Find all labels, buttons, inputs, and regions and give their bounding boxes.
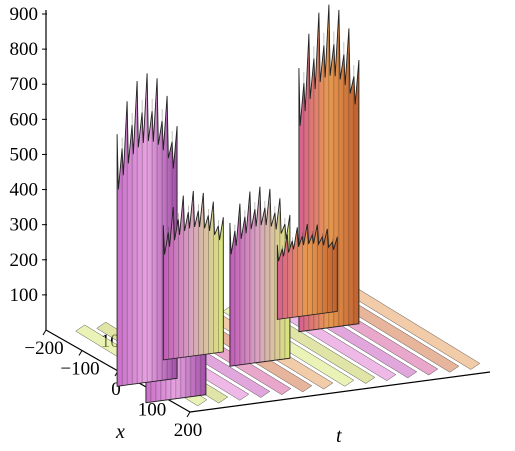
ridge-right-small-ridge bbox=[276, 224, 338, 320]
x-axis-title: x bbox=[115, 421, 125, 443]
x-tick-label: 0 bbox=[111, 379, 121, 400]
surface-layer bbox=[75, 4, 481, 407]
x-tick-label: −100 bbox=[60, 359, 99, 380]
t-axis-line bbox=[189, 371, 491, 413]
x-tick-mark bbox=[42, 329, 47, 336]
z-tick-label: 900 bbox=[10, 4, 39, 25]
z-tick-label: 800 bbox=[10, 39, 39, 60]
z-tick-label: 300 bbox=[10, 215, 39, 236]
x-axis-ticks: 200 100 0 −100−200 bbox=[24, 329, 203, 441]
z-tick-label: 700 bbox=[10, 74, 39, 95]
z-tick-label: 400 bbox=[10, 180, 39, 201]
x-tick-label: 200 bbox=[174, 420, 203, 441]
z-axis-ticks: 100 200 300 400 500 600 700 800 900 bbox=[10, 4, 47, 306]
x-tick-label: 100 bbox=[138, 400, 167, 421]
x-tick-label: −200 bbox=[24, 338, 63, 359]
z-tick-label: 500 bbox=[10, 144, 39, 165]
ridge-center-ridge-front bbox=[162, 190, 224, 361]
x-tick-mark bbox=[78, 350, 83, 356]
z-tick-label: 100 bbox=[10, 285, 39, 306]
ridge-center-ridge-back bbox=[229, 186, 291, 367]
z-tick-label: 600 bbox=[10, 109, 39, 130]
t-axis-title: t bbox=[336, 425, 342, 447]
x-tick-mark bbox=[186, 411, 191, 418]
z-tick-label: 200 bbox=[10, 250, 39, 271]
